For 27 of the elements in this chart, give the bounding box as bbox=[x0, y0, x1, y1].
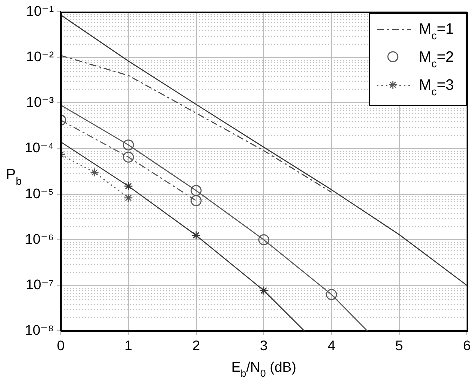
point bbox=[190, 195, 202, 206]
y-tick-label: 10⁻² bbox=[26, 48, 54, 64]
x-tick-label: 4 bbox=[328, 337, 336, 354]
line-series bbox=[60, 55, 332, 194]
x-tick-label: 6 bbox=[463, 337, 472, 354]
point bbox=[190, 185, 202, 196]
point bbox=[124, 194, 134, 203]
point bbox=[123, 140, 134, 151]
y-tick-label: 10⁻⁵ bbox=[25, 185, 54, 202]
x-tick-label: 3 bbox=[260, 337, 268, 354]
y-tick-label: 10⁻¹ bbox=[26, 2, 54, 19]
point bbox=[326, 289, 338, 300]
y-tick-label: 10⁻³ bbox=[26, 94, 54, 110]
y-tick-label: 10⁻⁶ bbox=[25, 230, 54, 247]
point bbox=[124, 182, 134, 191]
x-tick-label: 5 bbox=[396, 337, 404, 354]
point bbox=[258, 234, 270, 246]
point bbox=[192, 231, 201, 240]
y-tick-label: 10⁻⁷ bbox=[26, 276, 54, 292]
x-tick-label: 2 bbox=[192, 337, 200, 354]
point bbox=[90, 168, 100, 178]
y-tick-label: 10⁻⁴ bbox=[24, 140, 54, 156]
y-tick-label: 10⁻⁸ bbox=[25, 322, 54, 338]
point bbox=[123, 152, 134, 163]
x-tick-label: 0 bbox=[57, 337, 66, 354]
point bbox=[260, 286, 269, 296]
x-tick-label: 1 bbox=[124, 337, 133, 354]
